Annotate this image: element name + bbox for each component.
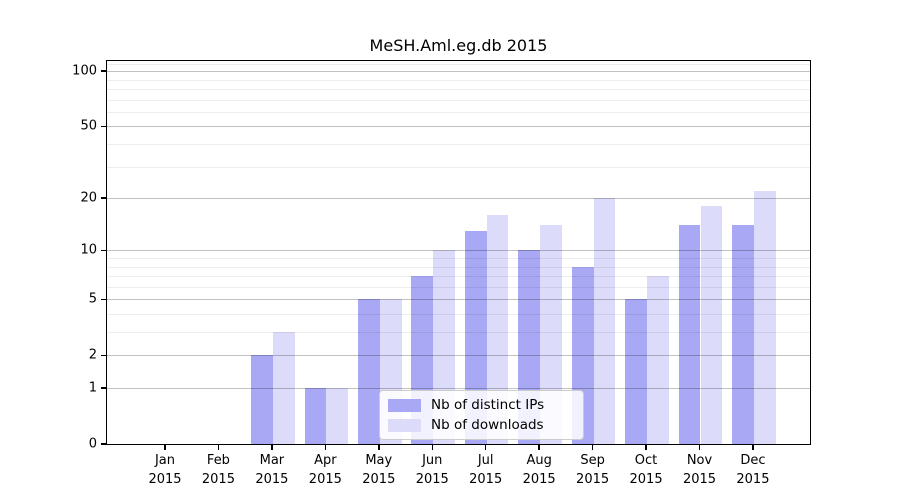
plot-area — [107, 61, 810, 444]
y-tick-mark — [101, 249, 106, 252]
x-tick-label-sep: Sep 2015 — [576, 453, 610, 487]
bar-downloads-apr — [326, 388, 349, 444]
legend-label-distinct-ips: Nb of distinct IPs — [431, 397, 545, 413]
x-tick-mark — [645, 445, 647, 450]
bar-distinct-ips-dec — [732, 225, 754, 444]
y-tick-label: 100 — [72, 63, 97, 79]
major-gridline — [107, 198, 810, 200]
x-tick-mark — [752, 445, 754, 450]
x-tick-label-dec: Dec 2015 — [736, 453, 770, 487]
x-tick-mark — [698, 445, 701, 450]
y-tick-mark — [101, 70, 106, 72]
y-tick-label: 20 — [80, 190, 97, 206]
legend: Nb of distinct IPs Nb of downloads — [379, 390, 584, 440]
y-tick-label: 0 — [88, 436, 97, 452]
x-tick-mark — [378, 445, 380, 450]
legend-label-downloads: Nb of downloads — [431, 417, 544, 433]
major-gridline — [107, 126, 810, 128]
bar-distinct-ips-may — [358, 299, 380, 444]
legend-item-downloads: Nb of downloads — [388, 417, 575, 433]
legend-swatch-distinct-ips — [388, 398, 421, 412]
major-gridline — [107, 355, 810, 357]
bar-distinct-ips-nov — [678, 225, 701, 444]
minor-gridline — [107, 286, 810, 288]
major-gridline — [107, 71, 810, 73]
major-gridline — [107, 388, 810, 389]
gridlines-layer — [107, 61, 810, 444]
minor-gridline — [107, 332, 810, 334]
x-tick-label-mar: Mar 2015 — [255, 453, 289, 487]
minor-gridline — [107, 276, 810, 278]
x-tick-mark — [591, 445, 594, 450]
y-tick-mark — [101, 443, 106, 445]
minor-gridline — [107, 99, 810, 101]
x-tick-mark — [271, 445, 273, 450]
y-tick-label: 10 — [80, 242, 97, 258]
x-tick-label-apr: Apr 2015 — [308, 453, 342, 487]
minor-gridline — [107, 144, 810, 146]
minor-gridline — [107, 166, 810, 168]
y-tick-mark — [101, 197, 106, 199]
minor-gridline — [107, 111, 810, 113]
major-gridline — [107, 299, 810, 301]
y-tick-mark — [101, 298, 106, 300]
x-tick-mark — [324, 445, 327, 450]
bar-distinct-ips-mar — [251, 355, 273, 444]
y-tick-mark — [101, 354, 106, 356]
bar-downloads-jul — [486, 215, 509, 444]
x-tick-label-jul: Jul 2015 — [469, 453, 503, 487]
minor-gridline — [107, 63, 810, 65]
y-tick-label: 5 — [88, 291, 97, 307]
x-tick-mark — [484, 445, 487, 450]
chart-title: MeSH.Aml.eg.db 2015 — [369, 36, 548, 55]
x-tick-label-jan: Jan 2015 — [148, 453, 182, 487]
x-tick-label-aug: Aug 2015 — [522, 453, 556, 487]
minor-gridline — [107, 266, 810, 268]
bar-downloads-oct — [647, 276, 669, 444]
bar-downloads-mar — [272, 332, 295, 444]
legend-swatch-downloads — [388, 418, 421, 432]
x-tick-label-may: May 2015 — [362, 453, 396, 487]
x-tick-label-jun: Jun 2015 — [415, 453, 449, 487]
x-tick-label-nov: Nov 2015 — [682, 453, 717, 487]
legend-item-distinct-ips: Nb of distinct IPs — [388, 397, 575, 413]
x-tick-mark — [217, 445, 220, 450]
y-tick-mark — [101, 125, 106, 128]
major-gridline — [107, 250, 810, 252]
bar-downloads-dec — [753, 190, 776, 444]
y-tick-label: 1 — [88, 380, 97, 396]
x-tick-label-oct: Oct 2015 — [629, 453, 663, 487]
minor-gridline — [107, 258, 810, 259]
y-tick-mark — [101, 387, 106, 389]
bar-downloads-aug — [540, 225, 562, 444]
x-tick-mark — [431, 445, 433, 450]
minor-gridline — [107, 79, 810, 81]
minor-gridline — [107, 313, 810, 315]
bar-downloads-sep — [593, 198, 616, 444]
y-tick-label: 2 — [88, 347, 97, 363]
bar-distinct-ips-oct — [625, 299, 648, 444]
bar-distinct-ips-apr — [304, 388, 327, 444]
x-tick-mark — [538, 445, 540, 450]
bar-downloads-nov — [700, 206, 723, 444]
x-tick-label-feb: Feb 2015 — [201, 453, 235, 487]
x-tick-mark — [164, 445, 166, 450]
minor-gridline — [107, 89, 810, 91]
y-tick-label: 50 — [80, 118, 97, 134]
